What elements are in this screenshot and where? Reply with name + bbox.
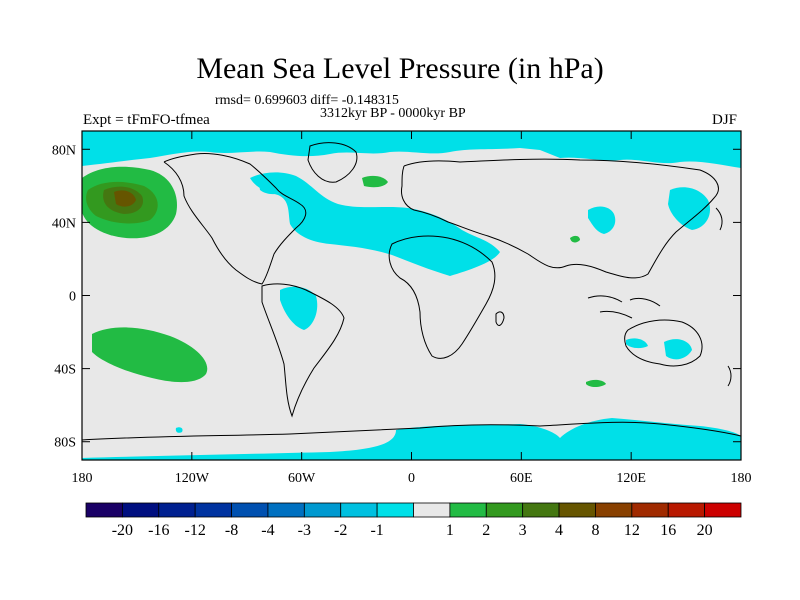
longitude-axis: 180 120W 60W 0 60E 120E 180 (72, 131, 752, 486)
colorbar-swatch (158, 502, 196, 518)
coastlines (81, 142, 742, 441)
lon-tick-label: 60E (510, 471, 533, 486)
colorbar-swatch (449, 502, 487, 518)
lat-tick-label: 40N (52, 216, 76, 231)
colorbar-swatch (303, 502, 342, 518)
map-background (82, 131, 741, 460)
colorbar-swatch (704, 502, 742, 518)
antarctica-coast (81, 421, 742, 441)
new-zealand-coast (727, 365, 732, 387)
map-plot (81, 130, 742, 461)
colorbar-swatch (413, 502, 451, 518)
colorbar-label: -3 (298, 522, 311, 539)
colorbar-label: 8 (591, 522, 599, 539)
lat-tick-label: 80N (52, 143, 76, 158)
europe-asia-coast (401, 158, 719, 279)
south-america-patch (280, 286, 318, 330)
indian-ocean-patch (626, 338, 648, 349)
africa-coast (388, 235, 496, 359)
east-asia-patch (668, 187, 711, 230)
colorbar-label: 16 (660, 522, 676, 539)
north-america-coast (163, 153, 307, 285)
colorbar-swatch (85, 502, 123, 518)
lon-tick-label: 120E (616, 471, 646, 486)
north-atlantic-patch (362, 175, 388, 188)
colorbar-label: 12 (624, 522, 640, 539)
season-label: DJF (712, 112, 738, 128)
stats-line: rmsd= 0.699603 diff= -0.148315 (215, 93, 399, 108)
experiment-label: Expt = tFmFO-tfmea (83, 112, 210, 128)
indonesia-coast (587, 295, 661, 319)
colorbar-label: -1 (370, 522, 383, 539)
colorbar-label: 20 (697, 522, 713, 539)
lon-tick-label: 180 (72, 471, 93, 486)
period-line: 3312kyr BP - 0000kyr BP (320, 106, 466, 121)
colorbar-swatch (231, 502, 269, 518)
lat-tick-label: 40S (54, 363, 76, 378)
south-pacific-high (92, 327, 208, 383)
asia-green-patch (570, 235, 580, 243)
colorbar-label: -16 (148, 522, 169, 539)
positive-anomaly-regions (82, 166, 606, 387)
colorbar-swatch (376, 502, 414, 518)
chart-title: Mean Sea Level Pressure (in hPa) (196, 52, 604, 85)
colorbar-swatch (667, 502, 706, 518)
colorbar-label: 1 (446, 522, 454, 539)
colorbar-swatch (121, 502, 160, 518)
colorbar-swatch (522, 502, 560, 518)
lon-tick-label: 60W (288, 471, 316, 486)
latitude-axis: 80N 40N 0 40S 80S (52, 143, 741, 451)
south-america-coast (261, 283, 345, 418)
japan-coast (715, 207, 723, 231)
australia-patch (664, 339, 692, 360)
lat-tick-label: 0 (69, 290, 76, 305)
colorbar-label: -8 (225, 522, 238, 539)
southern-ocean-patch (586, 379, 606, 387)
colorbar-label: 3 (519, 522, 527, 539)
north-atlantic-europe (250, 172, 500, 276)
colorbar-swatch (595, 502, 633, 518)
colorbar-label: 4 (555, 522, 563, 539)
antarctic-band (82, 418, 741, 460)
north-pacific-core-3 (114, 190, 136, 207)
arctic-band (82, 131, 741, 168)
colorbar-swatch (340, 502, 378, 518)
colorbar-label: -2 (334, 522, 347, 539)
colorbar-swatch (267, 502, 305, 518)
greenland-coast (307, 142, 358, 183)
colorbar-swatch (194, 502, 232, 518)
asia-patch (588, 206, 616, 234)
negative-anomaly-regions (82, 131, 741, 460)
lat-tick-label: 80S (54, 436, 76, 451)
lon-tick-label: 120W (175, 471, 210, 486)
colorbar-swatch (558, 502, 596, 518)
colorbar: -20 -16 -12 -8 -4 -3 -2 -1 1 2 3 4 8 12 16 20 (85, 502, 742, 539)
lon-tick-label: 0 (408, 471, 415, 486)
colorbar-label: -4 (261, 522, 274, 539)
colorbar-swatch (485, 502, 524, 518)
madagascar-coast (495, 311, 505, 326)
lon-tick-label: 180 (731, 471, 752, 486)
colorbar-swatch (631, 502, 669, 518)
australia-coast (624, 319, 703, 367)
small-antarctic-patch (175, 427, 183, 433)
colorbar-label: 2 (482, 522, 490, 539)
colorbar-label: -12 (185, 522, 206, 539)
colorbar-label: -20 (112, 522, 133, 539)
